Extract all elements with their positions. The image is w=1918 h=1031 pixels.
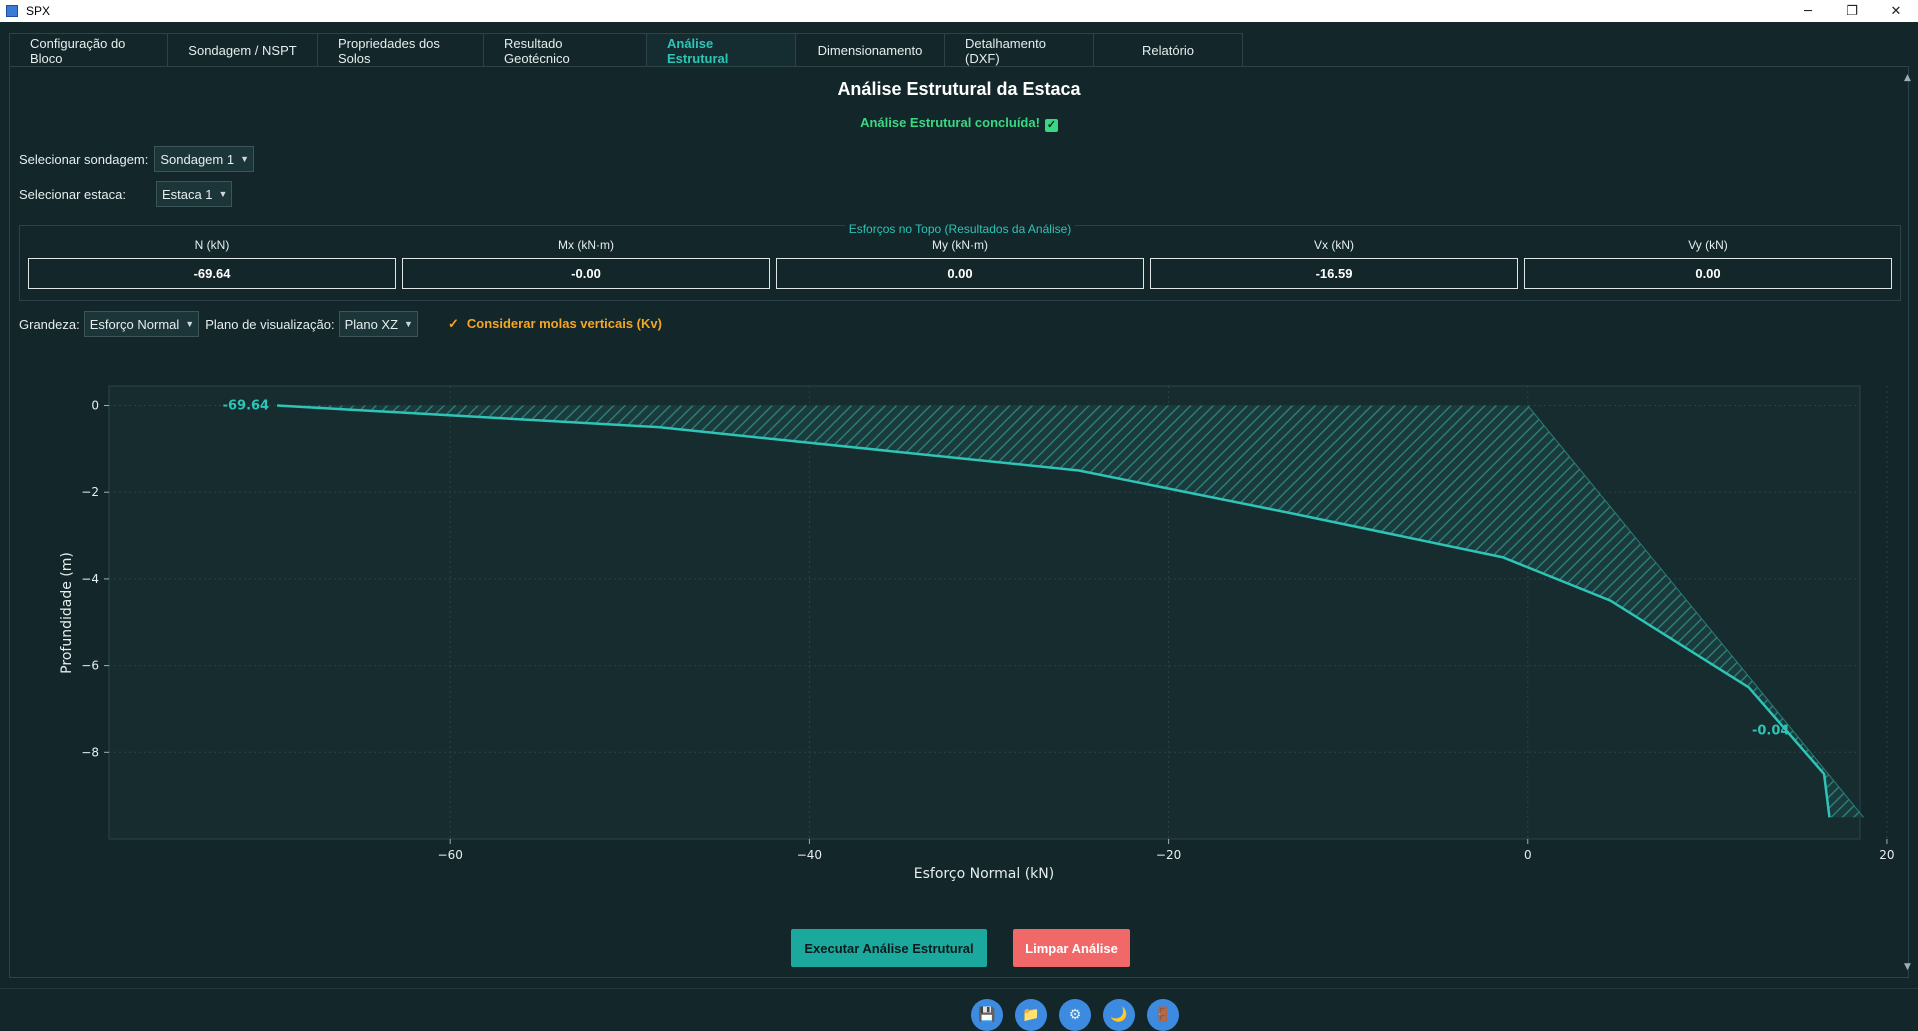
- result-mx: Mx (kN·m) -0.00: [402, 236, 770, 289]
- top-forces-group: Esforços no Topo (Resultados da Análise)…: [19, 222, 1901, 301]
- result-value: 0.00: [776, 258, 1144, 289]
- result-label: Vy (kN): [1688, 238, 1728, 252]
- page-title: Análise Estrutural da Estaca: [837, 79, 1081, 99]
- sondagem-value: Sondagem 1: [160, 151, 235, 167]
- result-label: Vx (kN): [1314, 238, 1354, 252]
- x-axis-label: Esforço Normal (kN): [914, 866, 1054, 882]
- settings-icon[interactable]: ⚙: [1059, 999, 1091, 1031]
- sondagem-selector-row: Selecionar sondagem: Sondagem 1 ▼: [19, 146, 255, 172]
- minimize-button[interactable]: ─: [1804, 3, 1812, 19]
- y-tick-label: −6: [81, 659, 99, 673]
- plano-value: Plano XZ: [344, 316, 399, 332]
- chevron-down-icon: ▼: [404, 319, 413, 329]
- x-tick-label: 0: [1524, 848, 1532, 862]
- result-label: N (kN): [194, 238, 230, 252]
- annotation-top-value: -69.64: [223, 399, 270, 414]
- tab-configuracao-bloco[interactable]: Configuração do Bloco: [9, 33, 168, 67]
- estaca-selector-row: Selecionar estaca: Estaca 1 ▼: [19, 181, 233, 207]
- estaca-combo[interactable]: Estaca 1 ▼: [155, 181, 233, 207]
- scroll-down-icon[interactable]: ▼: [1904, 962, 1911, 972]
- y-tick-label: −2: [81, 485, 99, 499]
- estaca-value: Estaca 1: [161, 186, 213, 202]
- x-tick-label: −40: [797, 848, 822, 862]
- x-tick-label: 20: [1879, 848, 1894, 862]
- results-row: N (kN) -69.64 Mx (kN·m) -0.00 My (kN·m) …: [28, 236, 1892, 289]
- tab-propriedades-solos[interactable]: Propriedades dos Solos: [317, 33, 484, 67]
- sondagem-label: Selecionar sondagem:: [19, 151, 149, 167]
- status-text: Análise Estrutural concluída!: [860, 115, 1040, 130]
- run-analysis-button[interactable]: Executar Análise Estrutural: [791, 929, 987, 967]
- x-ticks: −60 −40 −20 0 20: [438, 839, 1895, 862]
- y-axis-label: Profundidade (m): [59, 552, 75, 674]
- chart-controls: Grandeza: Esforço Normal ▼ Plano de visu…: [19, 311, 662, 337]
- result-value: -0.00: [402, 258, 770, 289]
- result-vx: Vx (kN) -16.59: [1150, 236, 1518, 289]
- theme-icon[interactable]: 🌙: [1103, 999, 1135, 1031]
- check-icon: ✓: [1044, 119, 1058, 132]
- result-my: My (kN·m) 0.00: [776, 236, 1144, 289]
- restore-button[interactable]: ❐: [1846, 3, 1858, 19]
- plano-label: Plano de visualização:: [205, 316, 335, 332]
- tab-relatorio[interactable]: Relatório: [1093, 33, 1243, 67]
- estaca-label: Selecionar estaca:: [19, 186, 126, 202]
- tab-dimensionamento[interactable]: Dimensionamento: [795, 33, 945, 67]
- result-value: -69.64: [28, 258, 396, 289]
- exit-icon[interactable]: 🚪: [1147, 999, 1179, 1031]
- reference-line: [1527, 405, 1864, 818]
- tab-sondagem-nspt[interactable]: Sondagem / NSPT: [167, 33, 318, 67]
- grandeza-value: Esforço Normal: [89, 316, 180, 332]
- close-button[interactable]: ✕: [1890, 3, 1902, 19]
- app-icon: [6, 5, 18, 17]
- tab-bar: Configuração do Bloco Sondagem / NSPT Pr…: [9, 33, 1243, 67]
- tab-resultado-geotecnico[interactable]: Resultado Geotécnico: [483, 33, 647, 67]
- result-n: N (kN) -69.64: [28, 236, 396, 289]
- result-label: My (kN·m): [932, 238, 988, 252]
- annotation-bottom-value: -0.04: [1752, 724, 1789, 739]
- clear-analysis-button[interactable]: Limpar Análise: [1013, 929, 1130, 967]
- y-tick-label: −8: [81, 745, 99, 759]
- chevron-down-icon: ▼: [185, 319, 195, 329]
- title-bar: SPX ─ ❐ ✕: [0, 0, 1918, 22]
- tab-detalhamento-dxf[interactable]: Detalhamento (DXF): [944, 33, 1094, 67]
- grandeza-label: Grandeza:: [19, 316, 80, 332]
- checkmark-icon: ✓: [447, 316, 459, 331]
- normal-force-line: [277, 404, 1831, 818]
- tab-analise-estrutural[interactable]: Análise Estrutural: [646, 33, 796, 67]
- hatched-area: [277, 405, 1864, 818]
- window-title: SPX: [26, 4, 51, 18]
- normal-force-chart: −60 −40 −20 0 20 0 −2 −4 −6 −8 -69.64 -0.04 Esfo…: [59, 385, 1895, 882]
- folder-icon[interactable]: 📁: [1015, 999, 1047, 1031]
- save-icon[interactable]: 💾: [971, 999, 1003, 1031]
- y-tick-label: −4: [81, 572, 99, 586]
- group-title: Esforços no Topo (Resultados da Análise): [844, 222, 1076, 236]
- x-tick-label: −60: [438, 848, 463, 862]
- sondagem-combo[interactable]: Sondagem 1 ▼: [154, 146, 255, 172]
- result-value: 0.00: [1524, 258, 1892, 289]
- kv-label: Considerar molas verticais (Kv): [466, 316, 662, 331]
- bottom-toolbar: 💾 📁 ⚙ 🌙 🚪: [0, 988, 1918, 1031]
- chevron-down-icon: ▼: [240, 154, 250, 164]
- result-vy: Vy (kN) 0.00: [1524, 236, 1892, 289]
- y-ticks: 0 −2 −4 −6 −8: [81, 399, 109, 759]
- result-label: Mx (kN·m): [558, 238, 614, 252]
- kv-checkbox[interactable]: ✓ Considerar molas verticais (Kv): [448, 316, 662, 332]
- y-tick-label: 0: [91, 399, 99, 413]
- plano-combo[interactable]: Plano XZ ▼: [338, 311, 418, 337]
- x-tick-label: −20: [1156, 848, 1181, 862]
- status-message: Análise Estrutural concluída! ✓: [10, 115, 1908, 132]
- result-value: -16.59: [1150, 258, 1518, 289]
- grandeza-combo[interactable]: Esforço Normal ▼: [83, 311, 200, 337]
- chevron-down-icon: ▼: [218, 189, 228, 199]
